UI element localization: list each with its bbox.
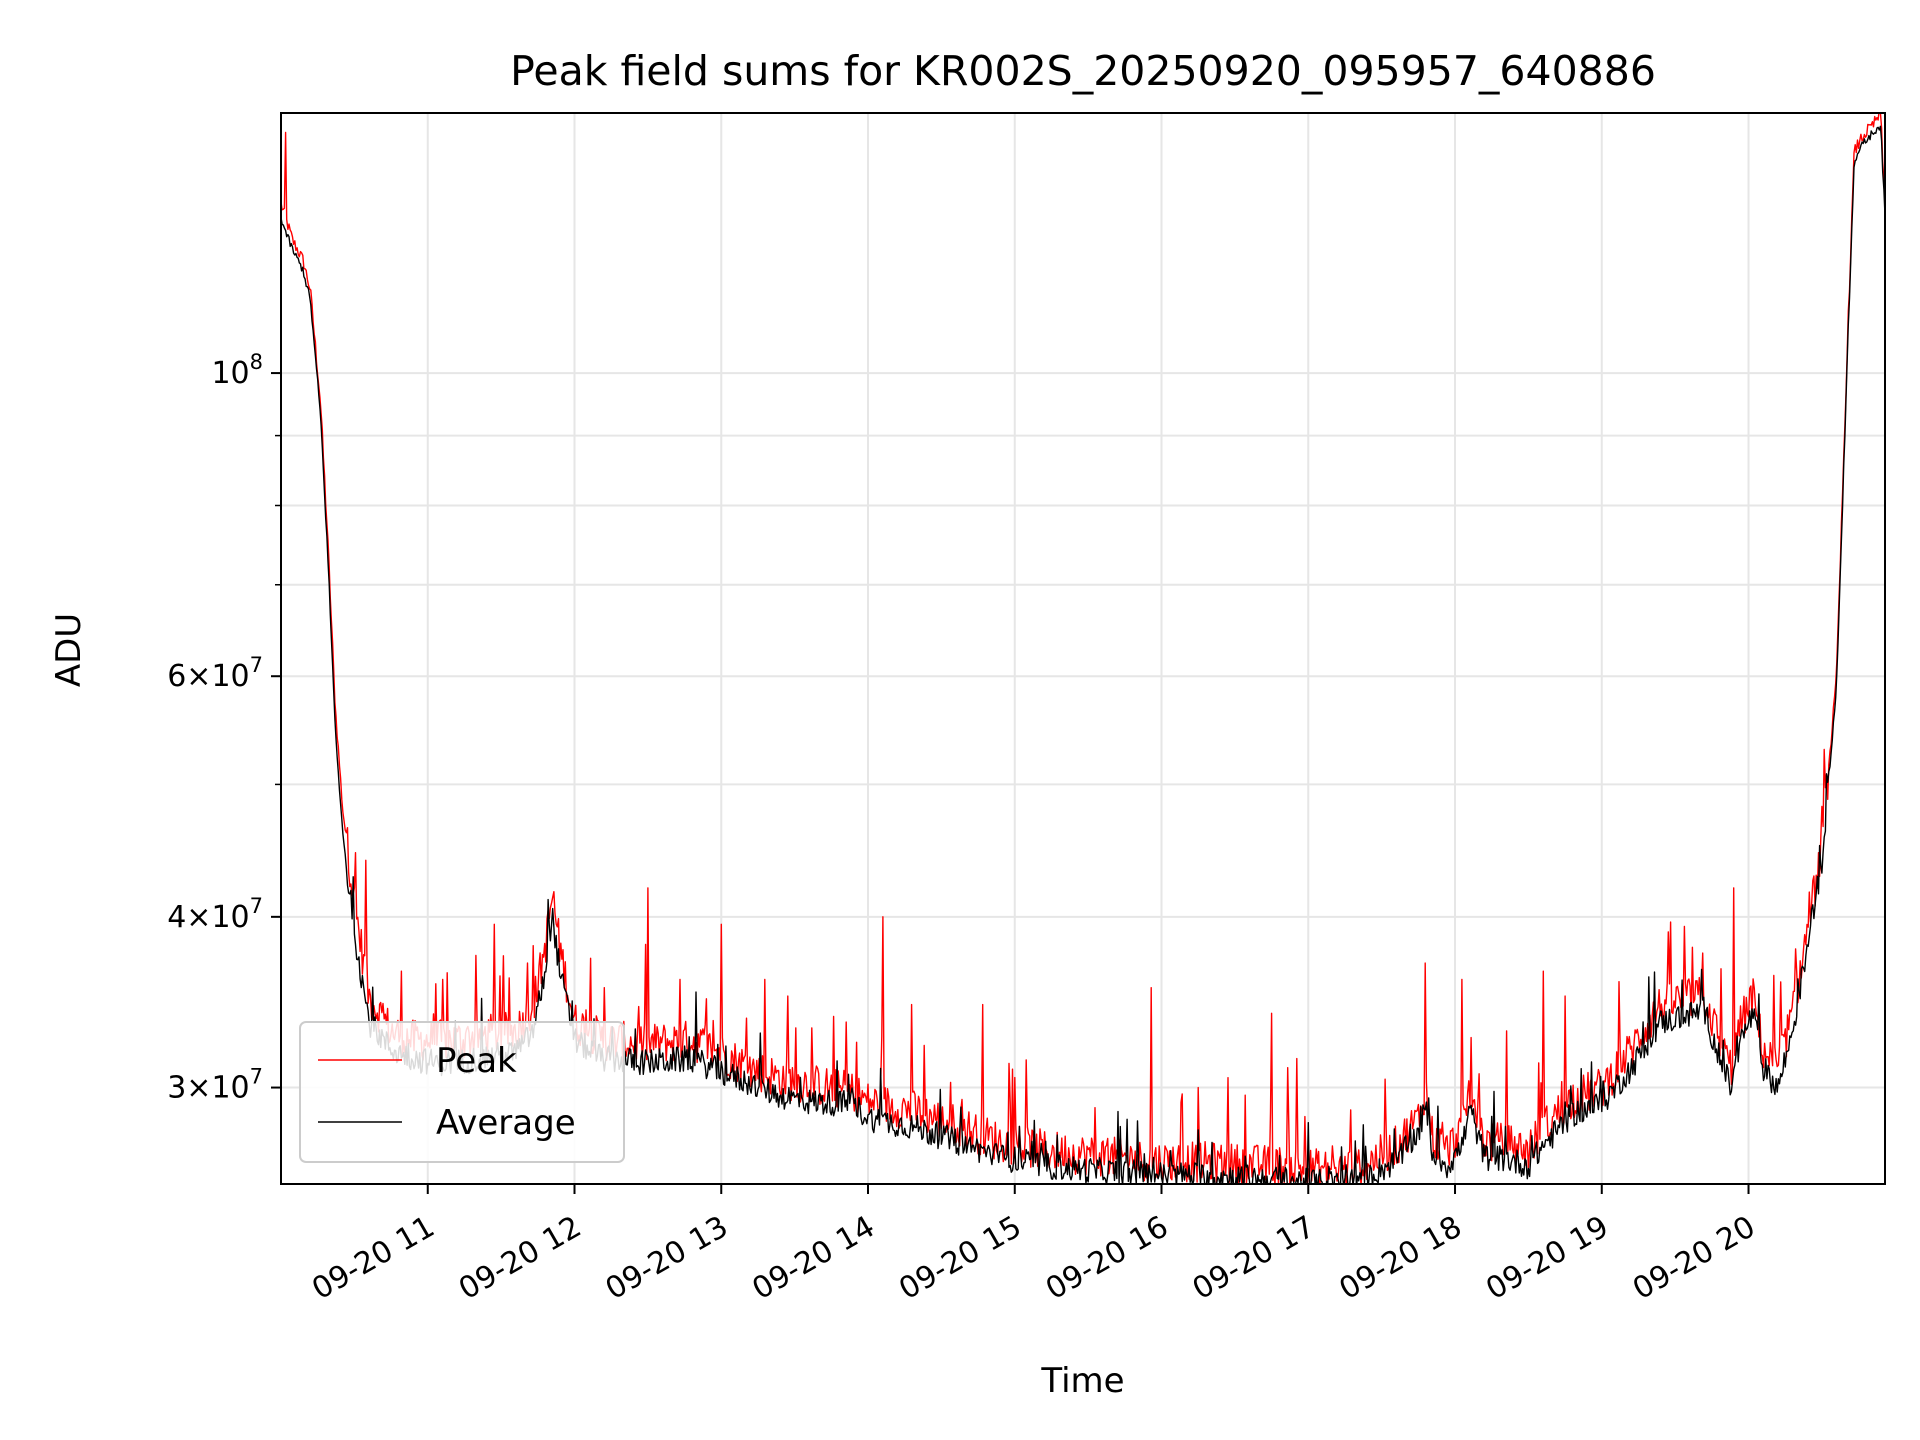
series-line-average — [281, 125, 1885, 1184]
plot-frame — [280, 112, 1886, 1185]
y-tick-label: 4×107 — [167, 894, 263, 935]
x-axis-label: Time — [1040, 1361, 1124, 1401]
series-clip-group — [281, 113, 1885, 1184]
y-tick-label: 6×107 — [167, 653, 263, 694]
series-layer — [281, 113, 1885, 1184]
y-tick-label: 3×107 — [167, 1065, 263, 1106]
y-axis-label: ADU — [49, 613, 89, 687]
legend-label-peak: Peak — [436, 1041, 517, 1081]
y-tick-label: 108 — [211, 350, 263, 391]
legend: Peak Average — [299, 1021, 625, 1163]
legend-label-average: Average — [436, 1103, 576, 1143]
y-axis-ticks: 3×107 4×107 6×107 108 — [167, 350, 281, 1106]
legend-box — [299, 1021, 625, 1163]
chart-title: Peak field sums for KR002S_20250920_0959… — [510, 47, 1656, 95]
